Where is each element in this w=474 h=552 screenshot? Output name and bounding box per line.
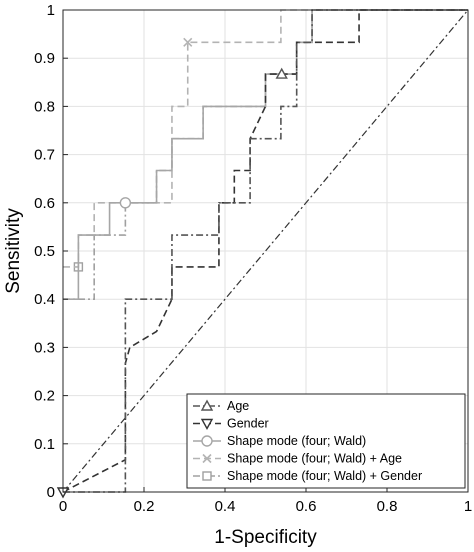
y-tick-label: 0.9 <box>34 50 55 67</box>
triangle-down-marker <box>200 418 214 430</box>
y-tick-label: 0.4 <box>34 291 55 308</box>
legend-item: Gender <box>193 417 269 431</box>
triangle-up-marker <box>275 67 288 79</box>
legend-item: Shape mode (four; Wald) <box>193 434 366 448</box>
y-tick-label: 0.6 <box>34 195 55 212</box>
x-marker-stroke <box>202 453 212 464</box>
triangle-up-marker <box>200 399 214 411</box>
series-line <box>63 9 468 493</box>
x-tick-label: 0.4 <box>215 498 236 515</box>
y-tick-label: 0.7 <box>34 147 55 164</box>
legend-label: Age <box>227 399 249 413</box>
square-marker <box>202 471 212 481</box>
legend-item: Age <box>193 399 249 413</box>
legend-label: Shape mode (four; Wald) + Age <box>227 452 402 466</box>
x-axis-title: 1-Specificity <box>214 527 317 548</box>
circle-marker <box>119 197 132 209</box>
legend-label: Shape mode (four; Wald) + Gender <box>227 469 422 483</box>
legend-box <box>186 393 466 489</box>
y-tick-label: 0.3 <box>34 339 55 356</box>
y-tick-label: 0.1 <box>34 436 55 453</box>
x-tick-label: 1 <box>464 498 472 515</box>
x-tick-label: 0.6 <box>296 498 317 515</box>
y-tick-label: 0.2 <box>34 388 55 405</box>
x-tick-label: 0 <box>59 498 67 515</box>
y-tick-label: 1 <box>47 2 55 19</box>
series-triangle-up <box>63 9 468 493</box>
x-marker <box>183 37 193 47</box>
legend: Age Gender Shape mode (four; Wald) Shape mo… <box>186 393 466 489</box>
x-marker-stroke <box>183 37 193 47</box>
y-tick-label: 0 <box>47 484 55 501</box>
y-axis-title: Sensitivity <box>3 208 24 294</box>
circle-marker <box>201 435 213 447</box>
x-marker <box>202 453 212 464</box>
y-tick-label: 0.8 <box>34 98 55 115</box>
y-tick-label: 0.5 <box>34 243 55 260</box>
legend-label: Gender <box>227 417 269 431</box>
x-tick-label: 0.8 <box>377 498 398 515</box>
legend-item: Shape mode (four; Wald) + Age <box>193 452 402 466</box>
legend-item: Shape mode (four; Wald) + Gender <box>193 469 422 483</box>
x-tick-label: 0.2 <box>134 498 155 515</box>
legend-label: Shape mode (four; Wald) <box>227 434 366 448</box>
